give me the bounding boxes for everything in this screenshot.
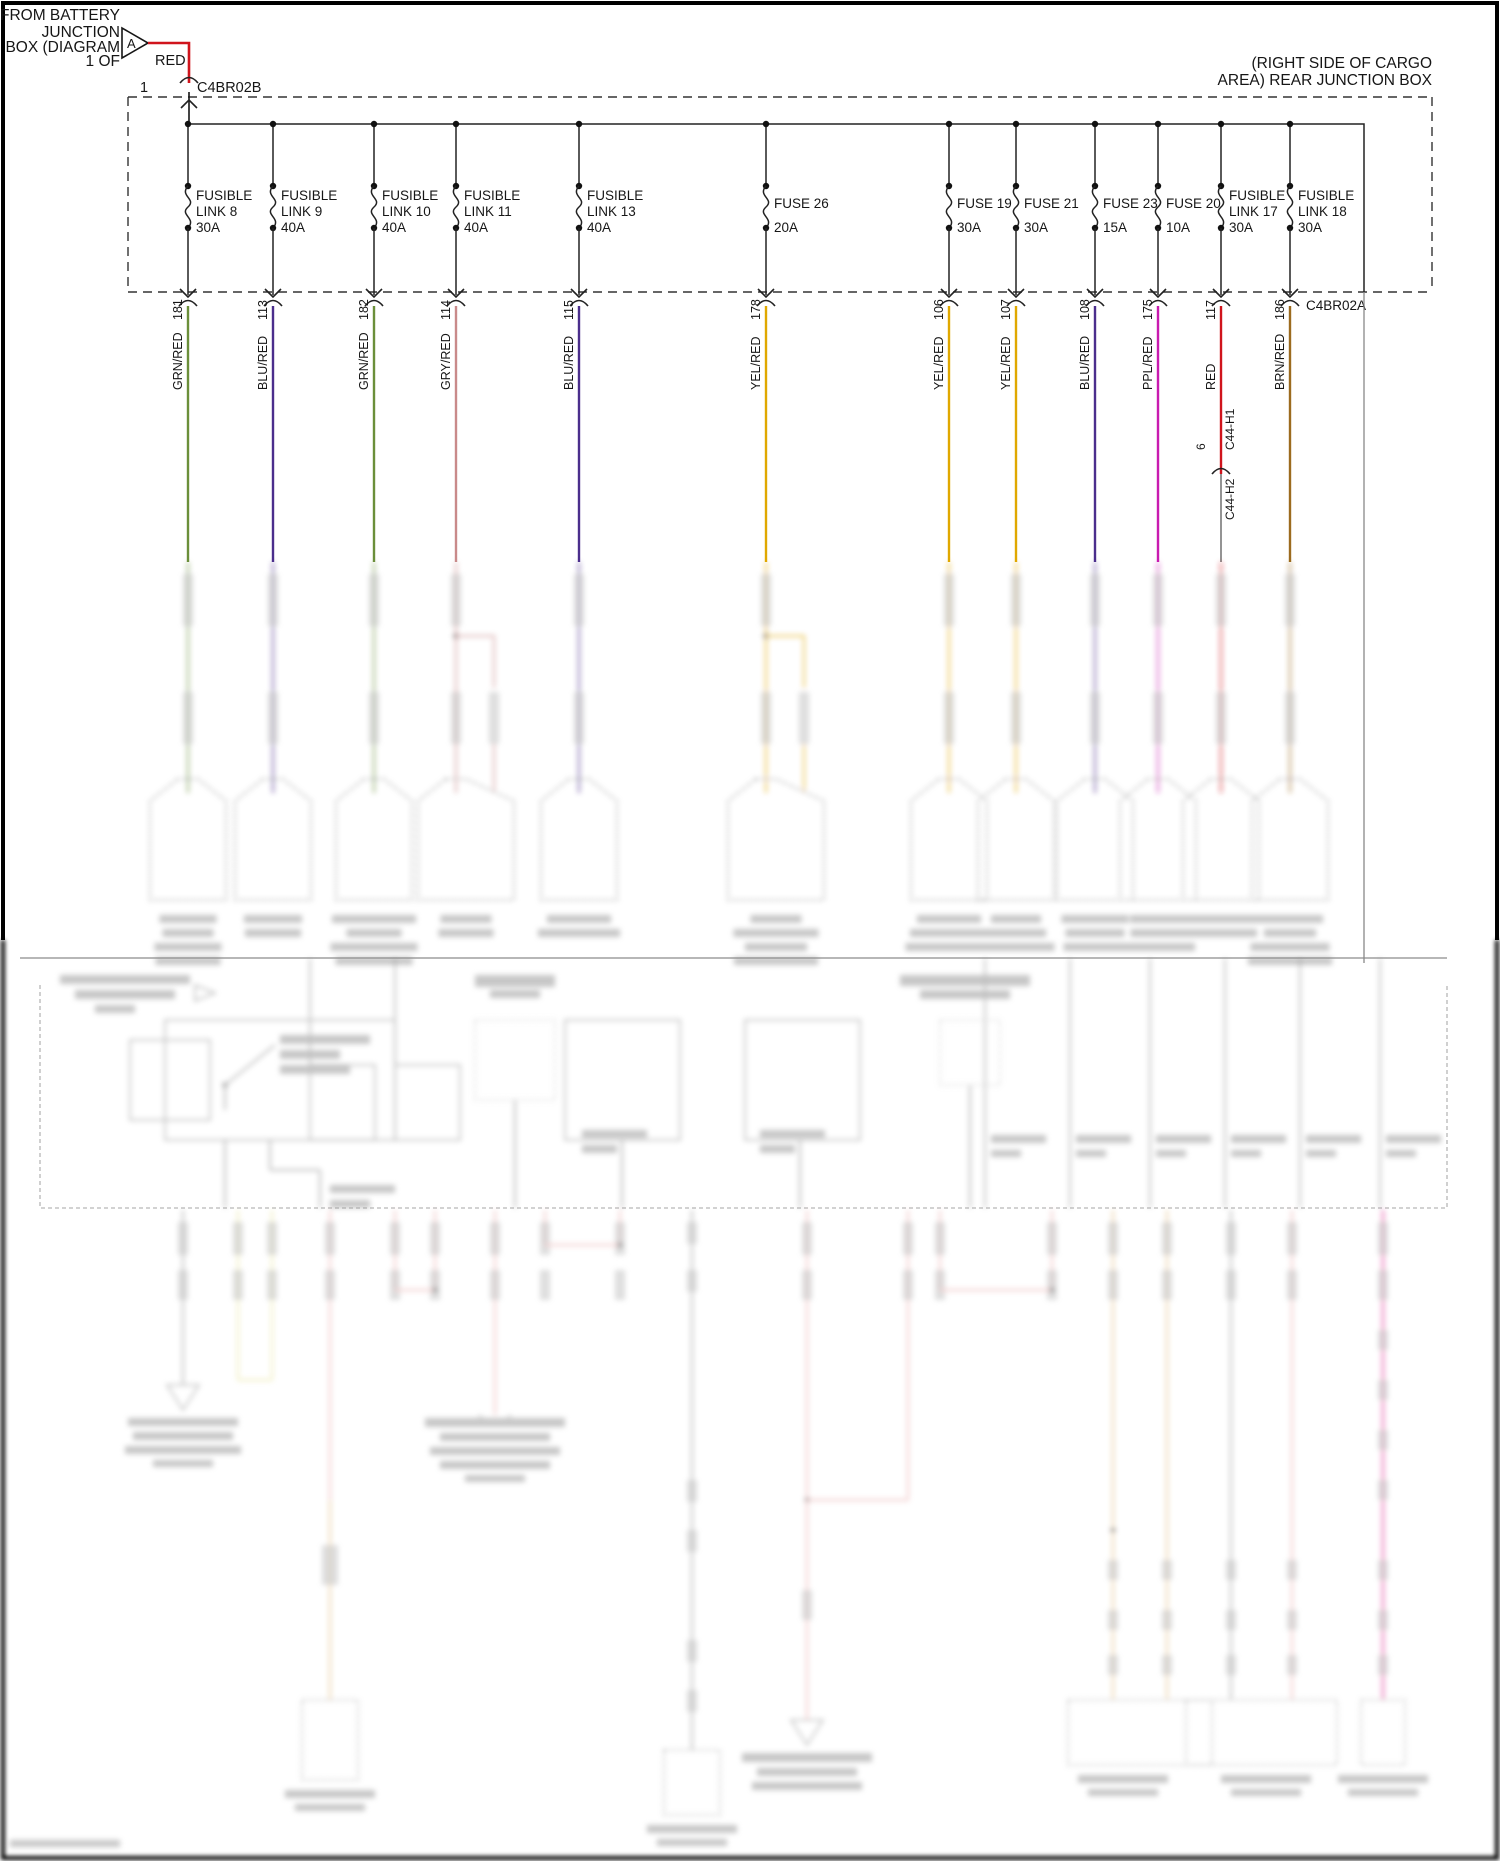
svg-text:FUSIBLE: FUSIBLE bbox=[1298, 188, 1354, 203]
svg-text:106: 106 bbox=[932, 299, 946, 320]
svg-text:FUSE 23: FUSE 23 bbox=[1103, 196, 1158, 211]
svg-text:186: 186 bbox=[1273, 299, 1287, 320]
svg-text:175: 175 bbox=[1141, 299, 1155, 320]
svg-text:LINK 11: LINK 11 bbox=[464, 204, 512, 219]
svg-text:GRN/RED: GRN/RED bbox=[357, 332, 371, 390]
svg-text:FUSIBLE: FUSIBLE bbox=[382, 188, 438, 203]
svg-text:RED: RED bbox=[155, 53, 186, 69]
svg-text:182: 182 bbox=[357, 299, 371, 320]
svg-text:1: 1 bbox=[140, 80, 148, 96]
svg-text:FUSE 26: FUSE 26 bbox=[774, 196, 829, 211]
svg-text:15A: 15A bbox=[1103, 220, 1127, 235]
svg-text:40A: 40A bbox=[382, 220, 406, 235]
svg-text:C44-H1: C44-H1 bbox=[1223, 408, 1237, 450]
svg-text:FUSIBLE: FUSIBLE bbox=[464, 188, 520, 203]
svg-text:C4BR02B: C4BR02B bbox=[197, 80, 261, 96]
svg-text:30A: 30A bbox=[196, 220, 220, 235]
svg-text:FROM BATTERY: FROM BATTERY bbox=[0, 7, 120, 24]
svg-text:LINK 18: LINK 18 bbox=[1298, 204, 1347, 219]
svg-text:115: 115 bbox=[562, 300, 576, 320]
svg-text:FUSIBLE: FUSIBLE bbox=[281, 188, 337, 203]
svg-text:107: 107 bbox=[999, 299, 1013, 320]
svg-text:YEL/RED: YEL/RED bbox=[932, 337, 946, 391]
svg-text:GRY/RED: GRY/RED bbox=[439, 333, 453, 390]
svg-text:30A: 30A bbox=[1298, 220, 1322, 235]
svg-text:FUSE 21: FUSE 21 bbox=[1024, 196, 1079, 211]
svg-text:40A: 40A bbox=[281, 220, 305, 235]
svg-text:LINK 8: LINK 8 bbox=[196, 204, 237, 219]
svg-text:1 OF: 1 OF bbox=[86, 53, 120, 70]
svg-text:RED: RED bbox=[1204, 364, 1218, 390]
svg-text:AREA) REAR JUNCTION BOX: AREA) REAR JUNCTION BOX bbox=[1218, 72, 1433, 89]
svg-text:C4BR02A: C4BR02A bbox=[1306, 298, 1366, 313]
svg-text:178: 178 bbox=[749, 299, 763, 320]
svg-text:BRN/RED: BRN/RED bbox=[1273, 334, 1287, 390]
svg-text:20A: 20A bbox=[774, 220, 798, 235]
svg-text:117: 117 bbox=[1204, 300, 1218, 320]
svg-text:PPL/RED: PPL/RED bbox=[1141, 337, 1155, 391]
svg-text:A: A bbox=[127, 36, 136, 51]
svg-text:LINK 9: LINK 9 bbox=[281, 204, 322, 219]
svg-text:30A: 30A bbox=[957, 220, 981, 235]
svg-text:10A: 10A bbox=[1166, 220, 1190, 235]
svg-text:LINK 13: LINK 13 bbox=[587, 204, 636, 219]
svg-text:YEL/RED: YEL/RED bbox=[999, 337, 1013, 391]
svg-text:YEL/RED: YEL/RED bbox=[749, 337, 763, 391]
svg-text:LINK 10: LINK 10 bbox=[382, 204, 431, 219]
svg-text:30A: 30A bbox=[1024, 220, 1048, 235]
svg-text:114: 114 bbox=[439, 300, 453, 320]
svg-text:LINK 17: LINK 17 bbox=[1229, 204, 1278, 219]
svg-text:108: 108 bbox=[1078, 299, 1092, 320]
svg-text:6: 6 bbox=[1194, 443, 1208, 450]
svg-text:FUSE 20: FUSE 20 bbox=[1166, 196, 1221, 211]
svg-text:113: 113 bbox=[256, 300, 270, 320]
svg-text:BLU/RED: BLU/RED bbox=[562, 336, 576, 390]
svg-text:40A: 40A bbox=[587, 220, 611, 235]
svg-text:FUSIBLE: FUSIBLE bbox=[1229, 188, 1285, 203]
svg-text:FUSIBLE: FUSIBLE bbox=[196, 188, 252, 203]
svg-text:BLU/RED: BLU/RED bbox=[256, 336, 270, 390]
svg-text:30A: 30A bbox=[1229, 220, 1253, 235]
svg-text:FUSIBLE: FUSIBLE bbox=[587, 188, 643, 203]
svg-text:181: 181 bbox=[171, 299, 185, 320]
svg-text:BLU/RED: BLU/RED bbox=[1078, 336, 1092, 390]
svg-text:C44-H2: C44-H2 bbox=[1223, 478, 1237, 520]
svg-text:GRN/RED: GRN/RED bbox=[171, 332, 185, 390]
svg-text:FUSE 19: FUSE 19 bbox=[957, 196, 1012, 211]
svg-text:(RIGHT SIDE OF CARGO: (RIGHT SIDE OF CARGO bbox=[1251, 55, 1432, 72]
svg-text:40A: 40A bbox=[464, 220, 488, 235]
